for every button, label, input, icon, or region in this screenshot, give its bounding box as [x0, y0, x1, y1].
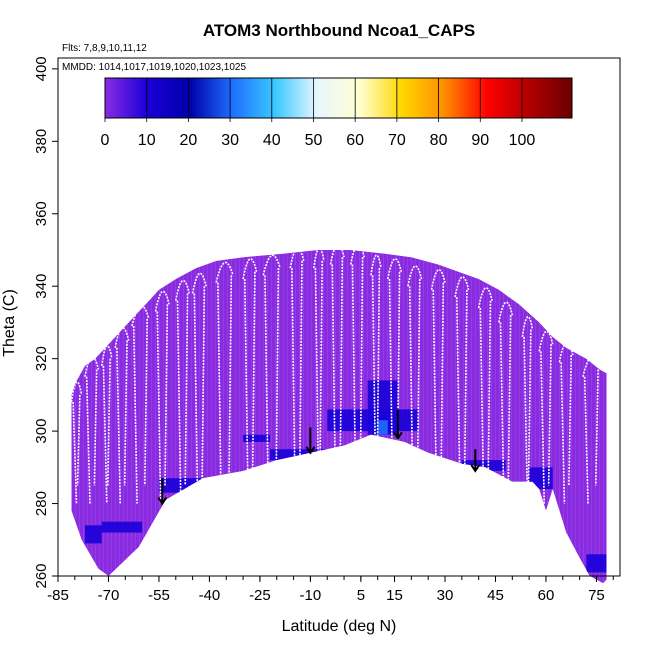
x-tick-label-0: -85 [47, 587, 69, 604]
y-tick-label-5: 360 [33, 201, 50, 226]
flight-profile-24 [558, 341, 574, 504]
colorbar-gradient [104, 77, 573, 119]
flight-profile-1 [84, 356, 100, 504]
x-tick-label-3: -40 [199, 587, 221, 604]
flight-profile-9 [242, 258, 258, 504]
flight-profile-4 [131, 305, 150, 504]
y-tick-label-3: 320 [33, 346, 50, 371]
colorbar-tick-label-10: 100 [509, 132, 536, 149]
flight-profile-5 [154, 290, 170, 504]
tropopause-arrow-head-0 [157, 496, 168, 506]
colorbar-tick-label-2: 20 [179, 132, 197, 149]
flight-profile-3 [114, 327, 130, 504]
enhanced-region-0 [84, 525, 102, 544]
flight-profile-25 [582, 356, 601, 504]
x-tick-label-11: 75 [588, 587, 605, 604]
x-tick-label-8: 30 [437, 587, 454, 604]
tropopause-arrow-head-1 [305, 446, 316, 455]
tropopause-arrow-head-3 [470, 464, 481, 473]
y-tick-label-1: 280 [33, 491, 50, 516]
plot-area [57, 57, 621, 584]
flight-profile-22 [521, 316, 534, 504]
colorbar-tick-label-1: 10 [138, 132, 156, 149]
colorbar-tick-label-4: 40 [263, 132, 281, 149]
axes: -85 -70 -55 -40 -25 -10 5 15 30 45 60 7526028030032… [33, 56, 614, 604]
colorbar-tick-label-6: 60 [346, 132, 364, 149]
y-tick-label-2: 300 [33, 419, 50, 444]
flights-note: Flts: 7,8,9,10,11,12 [62, 43, 147, 54]
colorbar-tick-label-7: 70 [388, 132, 406, 149]
enhanced-region-2 [158, 478, 210, 493]
y-tick-label-6: 380 [33, 129, 50, 154]
tropopause-arrow-head-2 [393, 431, 403, 441]
flight-profile-7 [191, 272, 207, 504]
enhanced-region-10 [586, 554, 607, 573]
flight-profile-20 [477, 287, 493, 504]
enhanced-region-7 [377, 420, 388, 435]
x-tick-label-10: 60 [538, 587, 555, 604]
enhanced-region-1 [101, 521, 143, 533]
y-tick-label-4: 340 [33, 274, 50, 299]
x-tick-label-9: 45 [487, 587, 504, 604]
colorbar-tick-label-0: 0 [101, 132, 110, 149]
chart-title: ATOM3 Northbound Ncoa1_CAPS [203, 21, 475, 40]
enhanced-region-9 [529, 467, 553, 490]
x-tick-label-6: 5 [357, 587, 365, 604]
x-tick-label-5: -10 [300, 587, 322, 604]
colorbar: 0 10 20 30 40 50 60 70 80 90 100 [101, 77, 573, 149]
y-axis-label: Theta (C) [1, 289, 18, 357]
flight-profile-21 [498, 301, 514, 504]
x-axis-label: Latitude (deg N) [282, 618, 397, 635]
colorbar-tick-label-9: 90 [471, 132, 489, 149]
x-tick-label-4: -25 [249, 587, 271, 604]
enhanced-region-4 [270, 449, 328, 461]
x-tick-label-2: -55 [148, 587, 170, 604]
curtain-group [71, 250, 607, 584]
flight-profile-23 [538, 330, 554, 504]
enhanced-region-3 [243, 434, 271, 442]
dates-note: MMDD: 1014,1017,1019,1020,1023,1025 [62, 62, 246, 73]
x-tick-label-7: 15 [386, 587, 403, 604]
y-tick-label-7: 400 [33, 56, 50, 81]
flight-profile-19 [454, 276, 470, 504]
flight-profile-0 [71, 381, 83, 504]
plot-frame [57, 57, 621, 577]
flight-profile-6 [174, 279, 191, 504]
y-tick-label-0: 260 [33, 563, 50, 588]
colorbar-tick-label-3: 30 [221, 132, 239, 149]
colorbar-tick-label-5: 50 [305, 132, 323, 149]
x-tick-label-1: -70 [98, 587, 120, 604]
flight-profile-8 [215, 261, 234, 504]
flight-profile-18 [430, 269, 446, 504]
colorbar-tick-label-8: 80 [430, 132, 448, 149]
